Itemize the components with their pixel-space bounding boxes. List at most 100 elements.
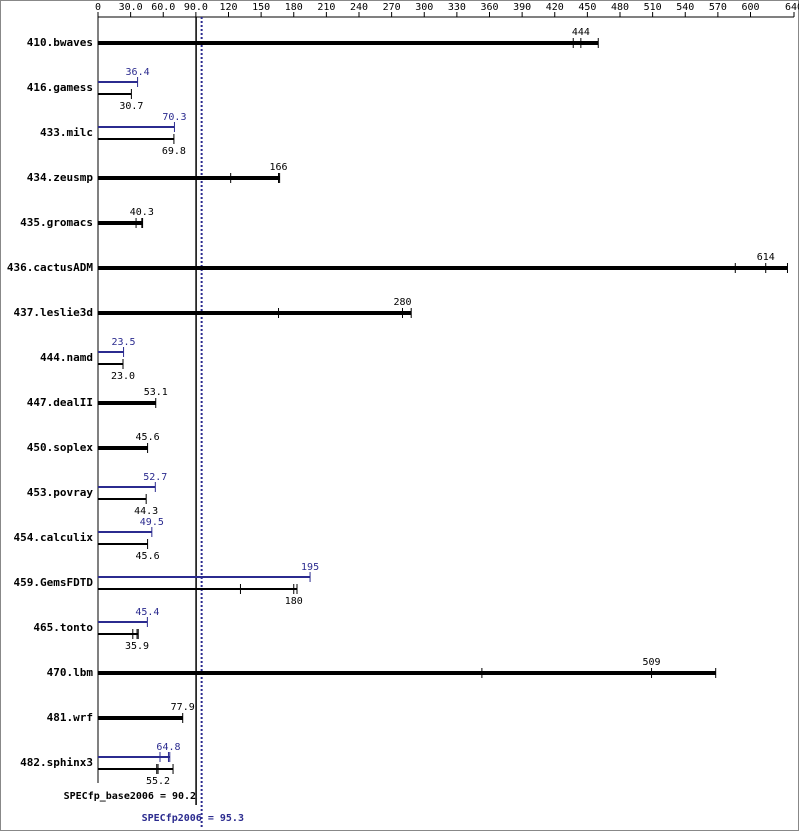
category-label: 453.povray	[27, 486, 94, 499]
bar	[98, 716, 183, 720]
x-tick-label: 210	[317, 2, 335, 13]
value-label: 45.6	[136, 551, 160, 562]
bar	[98, 446, 148, 450]
category-label: 437.leslie3d	[14, 306, 93, 319]
x-tick-label: 480	[611, 2, 629, 13]
category-label: 470.lbm	[47, 666, 94, 679]
run-extension	[580, 41, 599, 45]
value-label: 36.4	[126, 67, 150, 78]
bar	[98, 486, 156, 488]
category-label: 481.wrf	[47, 711, 93, 724]
x-tick-label: 90.0	[184, 2, 208, 13]
bar	[98, 126, 175, 128]
x-tick-label: 270	[383, 2, 401, 13]
x-tick-label: 600	[741, 2, 759, 13]
bar	[98, 756, 169, 758]
bar	[98, 768, 159, 770]
bar	[98, 401, 156, 405]
bar	[98, 176, 279, 180]
x-tick-label: 60.0	[151, 2, 175, 13]
category-label: 416.gamess	[27, 81, 93, 94]
bar	[98, 93, 132, 95]
run-extension	[765, 266, 788, 270]
bar	[98, 621, 148, 623]
bar	[98, 498, 147, 500]
run-extension	[651, 671, 716, 675]
x-tick-label: 330	[448, 2, 466, 13]
x-tick-label: 570	[709, 2, 727, 13]
category-label: 444.namd	[40, 351, 93, 364]
value-label: 53.1	[144, 387, 168, 398]
value-label: 40.3	[130, 207, 154, 218]
value-label: 195	[301, 562, 319, 573]
run-extension	[278, 176, 280, 180]
value-label: 23.5	[112, 337, 136, 348]
x-tick-label: 390	[513, 2, 531, 13]
run-extension	[402, 311, 412, 315]
value-label: 49.5	[140, 517, 164, 528]
value-label: 64.8	[156, 742, 180, 753]
category-label: 447.dealII	[27, 396, 93, 409]
category-label: 434.zeusmp	[27, 171, 94, 184]
run-extension	[158, 768, 174, 770]
x-tick-label: 420	[546, 2, 564, 13]
value-label: 69.8	[162, 146, 186, 157]
value-label: 45.4	[135, 607, 159, 618]
value-label: 23.0	[111, 371, 135, 382]
x-tick-label: 180	[285, 2, 303, 13]
bar	[98, 671, 652, 675]
category-label: 450.soplex	[27, 441, 94, 454]
x-tick-label: 30.0	[119, 2, 143, 13]
x-tick-label: 240	[350, 2, 368, 13]
bar	[98, 633, 138, 635]
category-label: 482.sphinx3	[20, 756, 93, 769]
value-label: 180	[285, 596, 303, 607]
x-tick-label: 120	[219, 2, 237, 13]
x-tick-label: 640	[785, 2, 799, 13]
reference-label: SPECfp2006 = 95.3	[142, 813, 244, 824]
run-extension	[137, 633, 139, 635]
bar	[98, 311, 403, 315]
bar	[98, 351, 124, 353]
x-tick-label: 450	[578, 2, 596, 13]
value-label: 45.6	[136, 432, 160, 443]
bar	[98, 543, 148, 545]
value-label: 35.9	[125, 641, 149, 652]
value-label: 44.3	[134, 506, 158, 517]
bar	[98, 81, 138, 83]
category-label: 435.gromacs	[20, 216, 93, 229]
bar	[98, 531, 152, 533]
x-tick-label: 540	[676, 2, 694, 13]
x-tick-label: 510	[644, 2, 662, 13]
value-label: 614	[757, 252, 775, 263]
bar	[98, 576, 311, 578]
run-extension	[293, 588, 298, 590]
value-label: 70.3	[162, 112, 186, 123]
category-label: 465.tonto	[33, 621, 93, 634]
category-label: 459.GemsFDTD	[14, 576, 94, 589]
category-label: 410.bwaves	[27, 36, 93, 49]
bar	[98, 266, 766, 270]
x-tick-label: 0	[95, 2, 101, 13]
x-tick-label: 300	[415, 2, 433, 13]
value-label: 77.9	[171, 702, 195, 713]
value-label: 444	[572, 27, 590, 38]
x-tick-label: 360	[480, 2, 498, 13]
value-label: 52.7	[143, 472, 167, 483]
bar	[98, 588, 294, 590]
value-label: 166	[269, 162, 287, 173]
value-label: 509	[643, 657, 661, 668]
value-label: 55.2	[146, 776, 170, 787]
x-tick-label: 150	[252, 2, 270, 13]
value-label: 280	[393, 297, 411, 308]
bar	[98, 363, 124, 365]
category-label: 436.cactusADM	[7, 261, 93, 274]
bar	[98, 221, 142, 225]
value-label: 30.7	[119, 101, 143, 112]
run-extension	[168, 756, 170, 758]
bar	[98, 41, 581, 45]
bar	[98, 138, 174, 140]
category-label: 454.calculix	[14, 531, 94, 544]
